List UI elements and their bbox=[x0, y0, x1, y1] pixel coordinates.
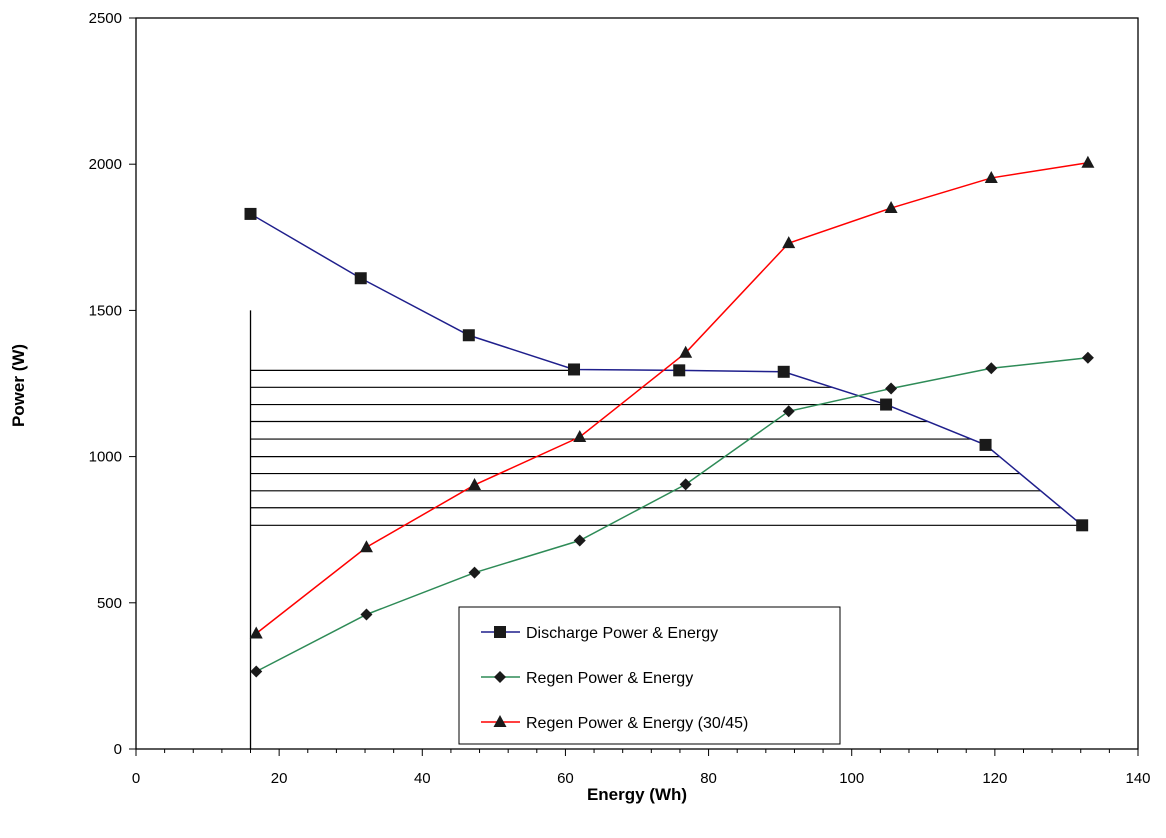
x-tick-label: 60 bbox=[557, 770, 574, 787]
legend-label: Regen Power & Energy (30/45) bbox=[526, 715, 748, 732]
data-point bbox=[979, 438, 992, 451]
data-point bbox=[573, 534, 586, 547]
y-tick-label: 2500 bbox=[89, 10, 122, 27]
data-point bbox=[673, 364, 686, 377]
x-tick-label: 20 bbox=[271, 770, 288, 787]
x-tick-label: 120 bbox=[982, 770, 1007, 787]
series-layer bbox=[244, 155, 1095, 678]
y-tick-label: 1500 bbox=[89, 302, 122, 319]
series-3 bbox=[249, 155, 1095, 639]
data-point bbox=[1081, 351, 1094, 364]
legend-entry: Discharge Power & Energy bbox=[481, 625, 718, 642]
tick-labels: 0 20 40 60 80 100 120 140 0 500 1000 1500 2000 2500 bbox=[89, 10, 1151, 787]
x-tick-label: 140 bbox=[1125, 770, 1150, 787]
legend-box bbox=[458, 606, 841, 745]
axis-ticks bbox=[129, 17, 1139, 756]
data-point bbox=[984, 170, 998, 183]
x-tick-label: 80 bbox=[700, 770, 717, 787]
x-axis-title: Energy (Wh) bbox=[587, 785, 687, 804]
data-point bbox=[777, 365, 790, 378]
data-point bbox=[568, 363, 581, 376]
legend-entry: Regen Power & Energy bbox=[481, 670, 693, 687]
legend-marker bbox=[494, 671, 506, 683]
y-axis-title: Power (W) bbox=[9, 344, 28, 427]
legend-marker bbox=[493, 715, 507, 727]
data-point bbox=[244, 207, 257, 220]
legend: Discharge Power & Energy Regen Power & En… bbox=[458, 606, 841, 745]
legend-label: Discharge Power & Energy bbox=[526, 625, 718, 642]
y-tick-label: 2000 bbox=[89, 156, 122, 173]
data-point bbox=[782, 405, 795, 418]
series-2 bbox=[250, 351, 1094, 678]
y-tick-label: 1000 bbox=[89, 449, 122, 466]
data-point bbox=[885, 382, 898, 395]
data-point bbox=[880, 398, 893, 411]
plot-frame bbox=[135, 17, 1139, 750]
series-1 bbox=[244, 207, 1089, 532]
data-point bbox=[354, 272, 367, 285]
legend-marker bbox=[494, 626, 506, 638]
x-tick-label: 0 bbox=[132, 770, 140, 787]
series-line bbox=[255, 161, 1089, 635]
data-point bbox=[782, 236, 796, 249]
x-tick-label: 40 bbox=[414, 770, 431, 787]
data-point bbox=[884, 201, 898, 214]
data-point bbox=[250, 665, 263, 678]
y-tick-label: 500 bbox=[97, 595, 122, 612]
hatched-region bbox=[250, 369, 1083, 526]
data-point bbox=[573, 430, 587, 443]
data-point bbox=[359, 540, 373, 553]
x-tick-label: 100 bbox=[839, 770, 864, 787]
legend-entry: Regen Power & Energy (30/45) bbox=[481, 715, 748, 732]
data-point bbox=[1081, 155, 1095, 168]
data-point bbox=[249, 626, 263, 639]
data-point bbox=[360, 608, 373, 621]
data-point bbox=[985, 362, 998, 375]
y-tick-label: 0 bbox=[114, 741, 122, 758]
data-point bbox=[679, 345, 693, 358]
data-point bbox=[462, 329, 475, 342]
data-point bbox=[468, 566, 481, 579]
data-point bbox=[468, 477, 482, 490]
data-point bbox=[1076, 519, 1089, 532]
legend-label: Regen Power & Energy bbox=[526, 670, 693, 687]
data-point bbox=[679, 478, 692, 491]
series-line bbox=[250, 213, 1083, 526]
